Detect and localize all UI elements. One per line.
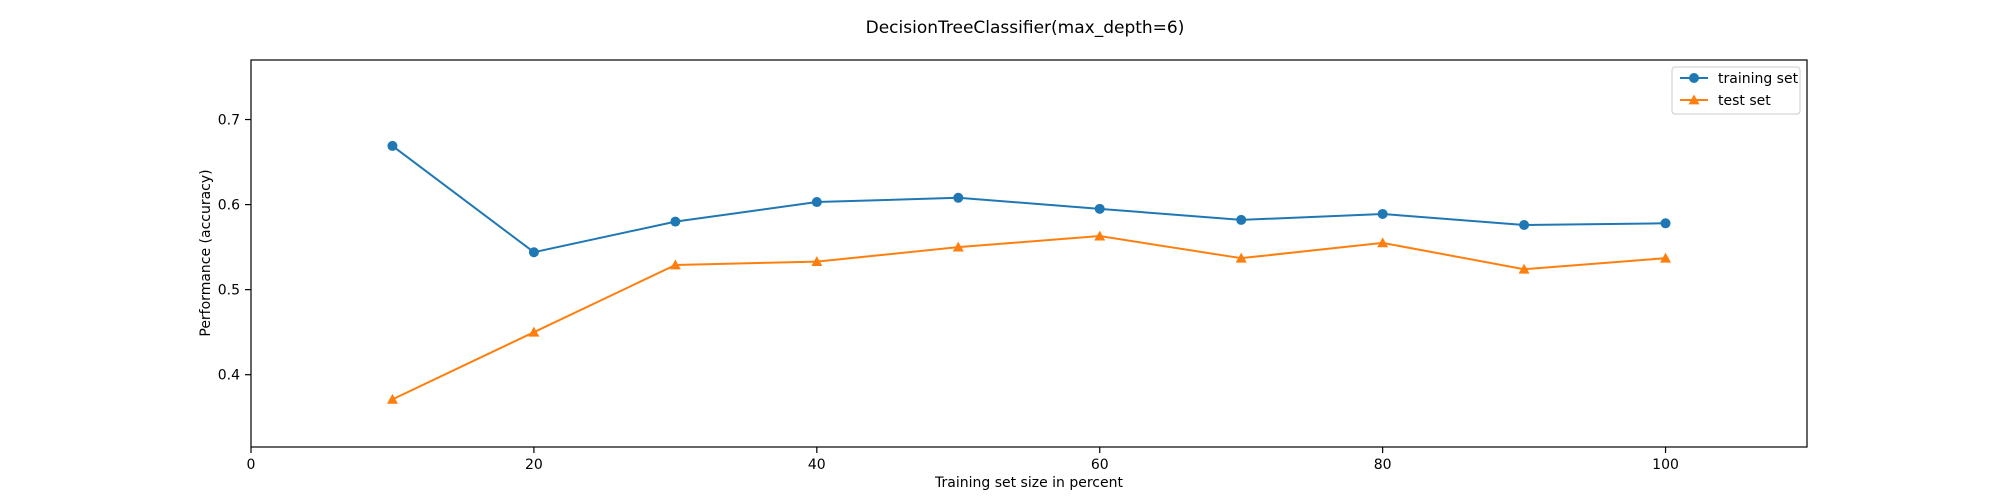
y-tick-label: 0.5 (218, 283, 240, 299)
data-point-test-set (1377, 237, 1389, 248)
y-tick-label: 0.4 (218, 368, 240, 384)
data-point-test-set (811, 256, 823, 266)
x-axis: 0 20 40 60 80 100 (247, 447, 1679, 473)
x-tick-label: 100 (1652, 457, 1679, 473)
y-axis-label: Performance (accuracy) (198, 169, 214, 336)
data-point-test-set (1235, 252, 1247, 263)
x-tick-label: 0 (247, 457, 256, 473)
data-point-training-set (1094, 203, 1105, 214)
series-line-training-set (391, 145, 1666, 254)
data-point-test-set (386, 393, 398, 404)
data-point-training-set (1377, 208, 1388, 219)
plot-area (250, 59, 1808, 448)
data-point-test-set (528, 326, 540, 337)
x-axis-label: Training set size in percent (934, 475, 1123, 491)
data-point-test-set (1660, 252, 1672, 263)
data-point-training-set (1660, 218, 1671, 229)
data-point-training-set (811, 197, 822, 208)
data-point-training-set (1519, 220, 1530, 231)
x-tick-label: 60 (1091, 457, 1109, 473)
chart-title: DecisionTreeClassifier(max_depth=6) (866, 18, 1185, 38)
data-point-test-set (952, 241, 964, 252)
data-point-test-set (669, 259, 681, 270)
legend-label-training-set: training set (1718, 71, 1799, 87)
data-point-training-set (387, 140, 398, 151)
series-layer (386, 140, 1672, 404)
series-test-set (386, 230, 1672, 404)
y-tick-label: 0.6 (218, 198, 240, 214)
data-point-training-set (670, 216, 681, 227)
data-point-test-set (1518, 263, 1530, 274)
legend-label-test-set: test set (1718, 93, 1771, 109)
series-training-set (387, 140, 1671, 258)
y-tick-label: 0.7 (218, 113, 240, 129)
data-point-test-set (1094, 230, 1106, 241)
legend: training set test set (1671, 66, 1801, 115)
legend-marker-training-set (1689, 73, 1699, 83)
legend-marker-test-set (1688, 94, 1700, 105)
y-axis: 0.4 0.5 0.6 0.7 (218, 113, 251, 384)
data-point-training-set (953, 192, 964, 203)
data-point-training-set (1236, 214, 1247, 225)
x-tick-label: 80 (1374, 457, 1392, 473)
series-line-test-set (392, 235, 1666, 401)
x-tick-label: 40 (808, 457, 826, 473)
data-point-training-set (528, 247, 539, 258)
x-tick-label: 20 (525, 457, 543, 473)
